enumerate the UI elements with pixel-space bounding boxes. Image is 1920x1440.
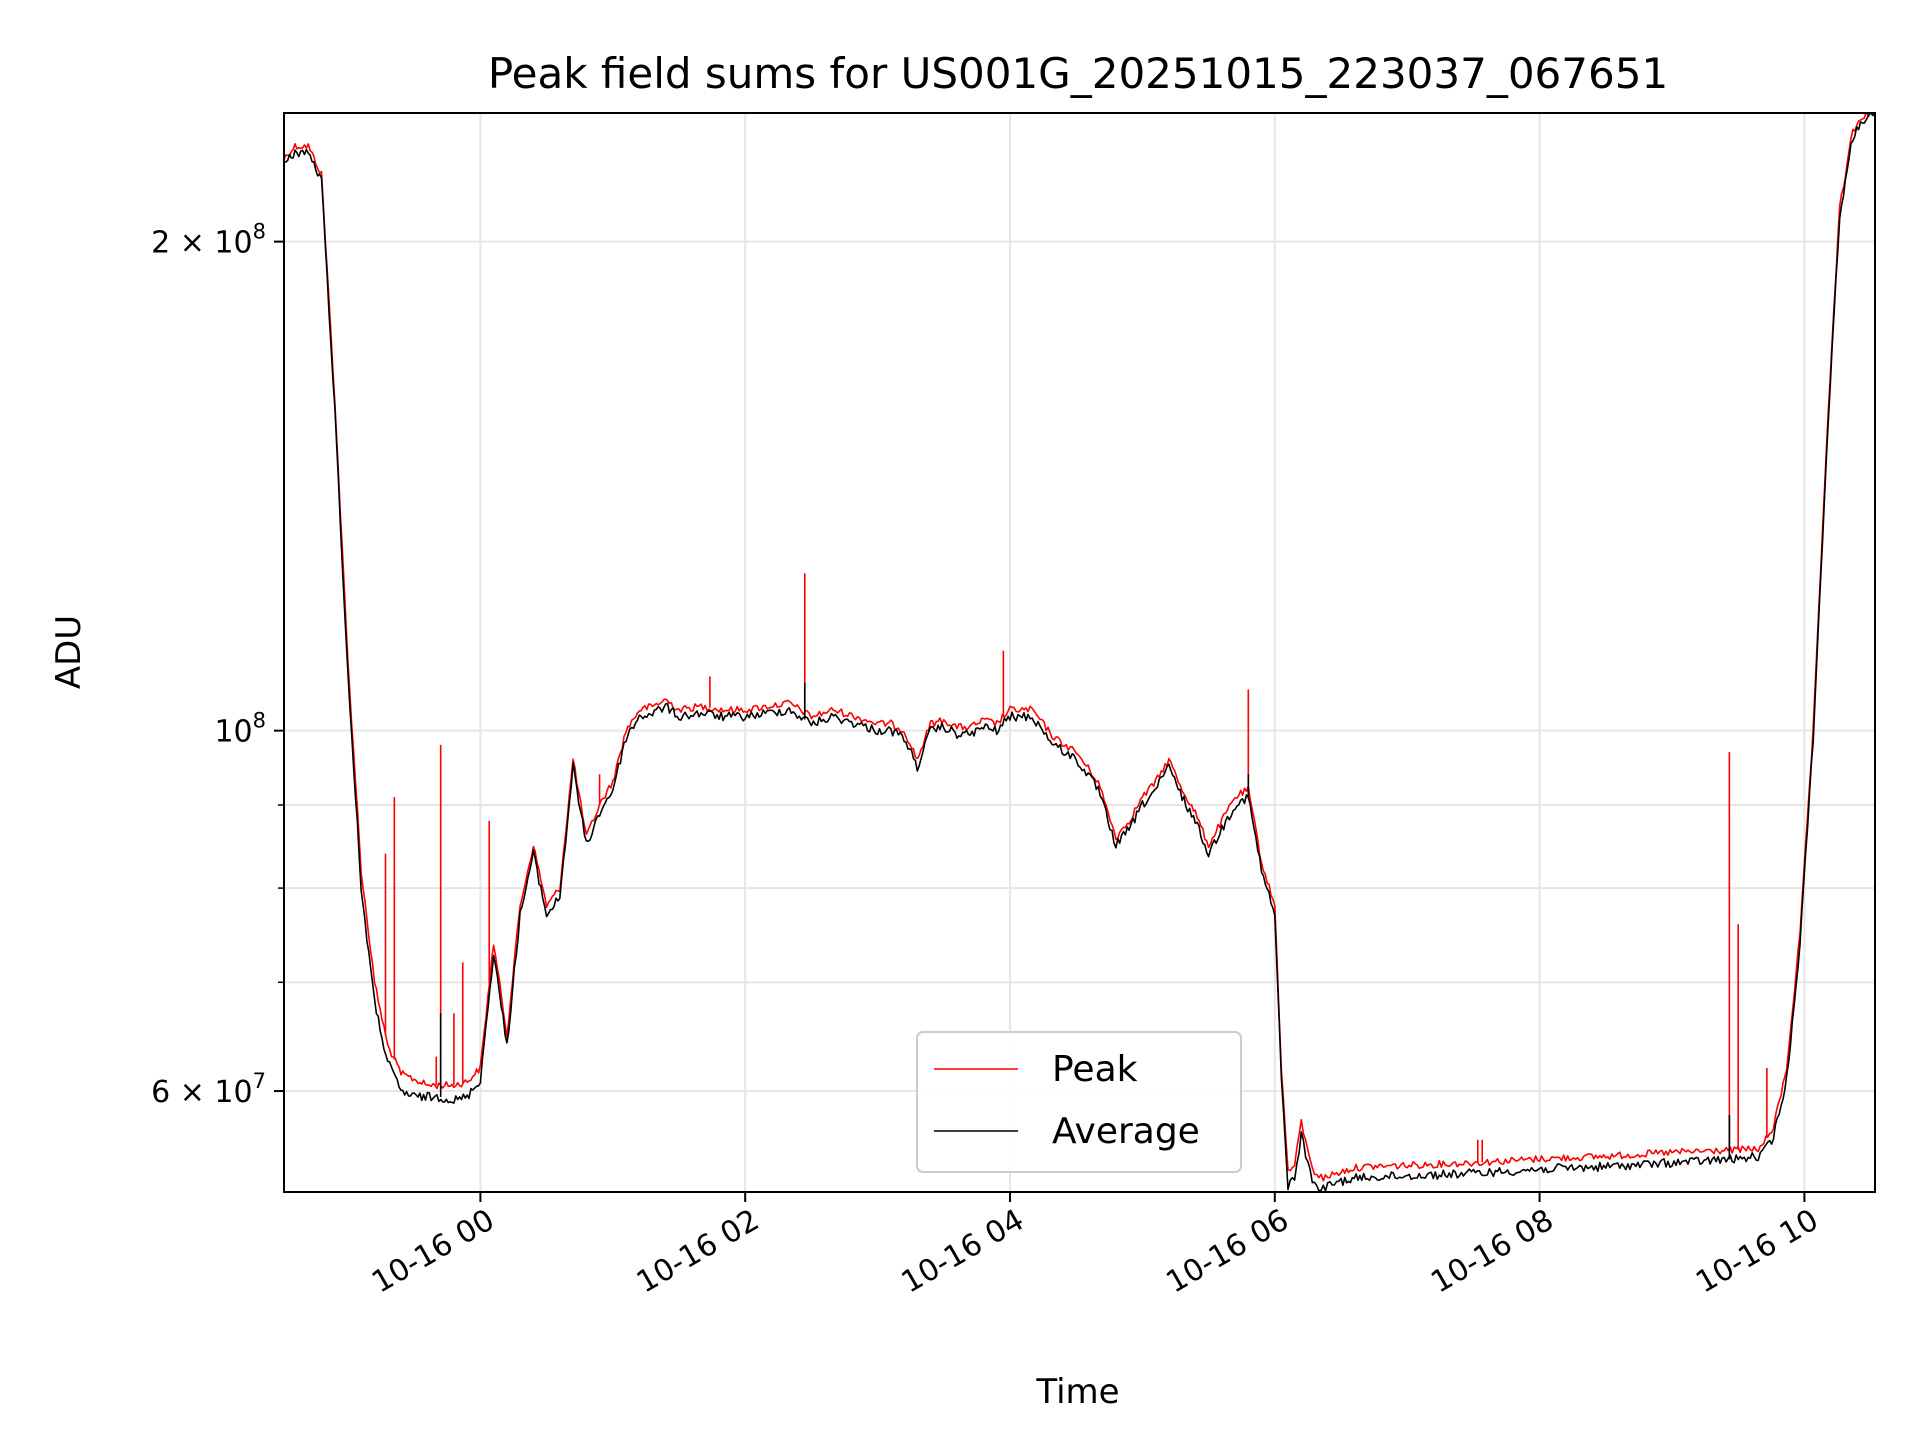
series-line-peak [284, 113, 1875, 1182]
legend: Peak Average [916, 1031, 1242, 1173]
chart-title: Peak field sums for US001G_20251015_2230… [488, 49, 1668, 98]
plot-area [284, 113, 1875, 1192]
series-layer [284, 113, 1875, 1192]
series-line-average [284, 113, 1875, 1192]
legend-average-label: Average [1052, 1111, 1200, 1152]
y-tick-label: 2 × 108 [151, 220, 266, 261]
y-axis: 6 × 107 108 2 × 108 [151, 220, 284, 1110]
y-tick-label: 108 [214, 709, 266, 750]
x-axis-title: Time [1035, 1372, 1119, 1412]
y-tick-label: 6 × 107 [151, 1069, 266, 1110]
legend-peak-label: Peak [1052, 1049, 1138, 1090]
grid [284, 113, 1875, 1192]
y-axis-title: ADU [49, 615, 89, 689]
plot-frame [283, 112, 1876, 1193]
legend-box [916, 1031, 1242, 1173]
